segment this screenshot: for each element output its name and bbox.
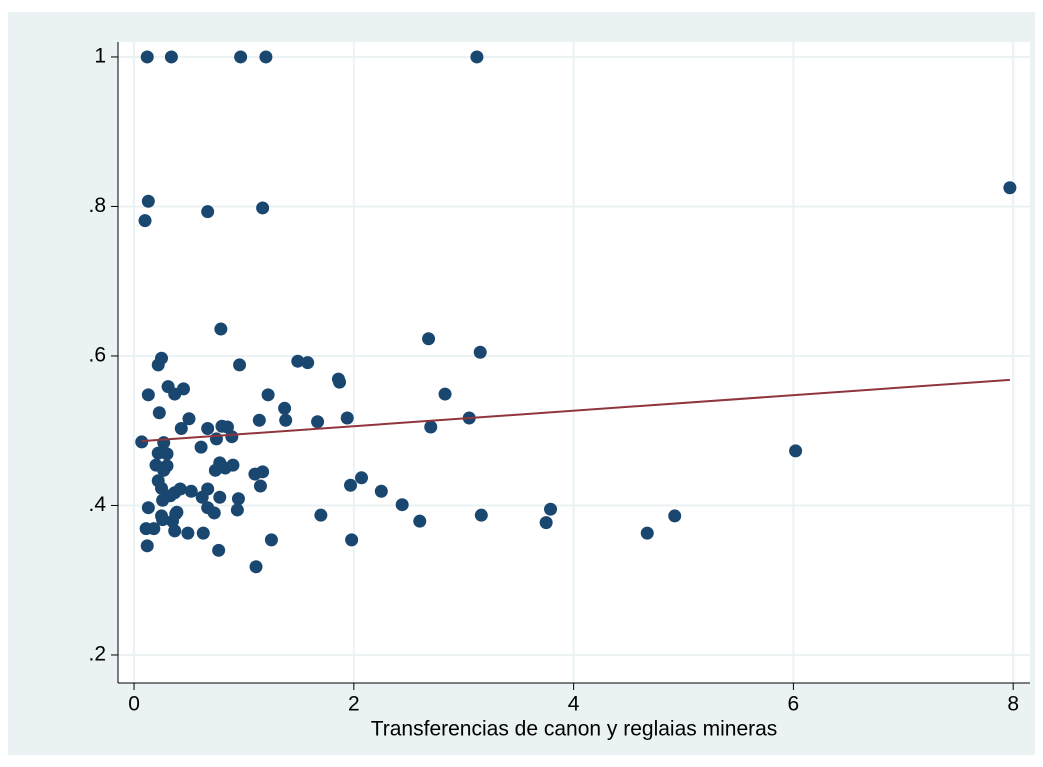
scatter-point <box>151 446 165 460</box>
scatter-point <box>264 533 278 547</box>
scatter-point <box>157 463 171 477</box>
scatter-point <box>207 506 221 520</box>
scatter-point <box>184 484 198 498</box>
scatter-point <box>201 421 215 435</box>
scatter-point <box>640 526 654 540</box>
x-tick-label: 4 <box>568 693 580 716</box>
scatter-point <box>141 388 155 402</box>
scatter-point <box>201 205 215 219</box>
scatter-point <box>195 490 209 504</box>
x-axis-title: Transferencias de canon y reglaias miner… <box>371 718 778 741</box>
scatter-point <box>155 481 169 495</box>
scatter-point <box>355 471 369 485</box>
y-tick-label: .6 <box>88 344 106 367</box>
scatter-point <box>196 526 210 540</box>
scatter-point <box>413 514 427 528</box>
scatter-point <box>249 560 263 574</box>
scatter-point <box>166 514 180 528</box>
scatter-point <box>259 50 273 64</box>
x-tick-label: 0 <box>128 693 140 716</box>
x-tick-label: 6 <box>788 693 800 716</box>
scatter-point <box>182 412 196 426</box>
scatter-point <box>141 501 155 515</box>
scatter-point <box>424 420 438 434</box>
scatter-point <box>168 387 182 401</box>
x-tick-label: 2 <box>348 693 360 716</box>
scatter-point <box>374 484 388 498</box>
scatter-point <box>311 415 325 429</box>
scatter-point <box>168 524 182 538</box>
y-tick-label: 1 <box>94 44 106 67</box>
scatter-point <box>140 50 154 64</box>
scatter-point <box>234 50 248 64</box>
x-tick-label: 8 <box>1007 693 1019 716</box>
scatter-point <box>253 479 267 493</box>
scatter-point <box>474 508 488 522</box>
scatter-point <box>212 543 226 557</box>
scatter-point <box>470 50 484 64</box>
scatter-point <box>209 432 223 446</box>
scatter-point <box>252 413 266 427</box>
scatter-point <box>422 332 436 346</box>
scatter-point <box>208 463 222 477</box>
scatter-point <box>345 533 359 547</box>
scatter-point <box>344 478 358 492</box>
scatter-point <box>473 345 487 359</box>
scatter-point <box>314 508 328 522</box>
scatter-point <box>152 406 166 420</box>
scatter-point <box>181 526 195 540</box>
scatter-point <box>340 411 354 425</box>
scatter-point <box>214 322 228 336</box>
scatter-point <box>174 421 188 435</box>
scatter-point <box>279 413 293 427</box>
scatter-point <box>194 440 208 454</box>
scatter-point <box>141 194 155 208</box>
scatter-point <box>233 358 247 372</box>
scatter-point <box>333 375 347 389</box>
y-tick-label: .8 <box>88 194 106 217</box>
scatter-point <box>138 214 152 228</box>
scatter-point <box>225 430 239 444</box>
scatter-point <box>789 444 803 458</box>
scatter-point <box>231 492 245 506</box>
scatter-point <box>230 503 244 517</box>
scatter-point <box>164 50 178 64</box>
scatter-point <box>218 461 232 475</box>
y-tick-label: .4 <box>88 493 106 516</box>
scatter-point <box>135 435 149 449</box>
scatter-point <box>256 201 270 215</box>
scatter-point <box>544 502 558 516</box>
scatter-point <box>220 420 234 434</box>
y-tick-label: .2 <box>88 643 106 666</box>
scatter-point <box>291 354 305 368</box>
scatter-point <box>668 509 682 523</box>
scatter-point <box>151 358 165 372</box>
scatter-point <box>261 388 275 402</box>
scatter-point <box>156 513 170 527</box>
scatter-point <box>278 401 292 415</box>
scatter-point <box>213 490 227 504</box>
scatter-point <box>1003 181 1017 195</box>
scatter-point <box>256 465 270 479</box>
scatter-point <box>156 493 170 507</box>
scatter-point <box>438 387 452 401</box>
scatter-point <box>147 522 161 536</box>
fit-line <box>141 378 1010 443</box>
scatter-point <box>395 498 409 512</box>
scatter-point <box>140 539 154 553</box>
scatter-point <box>539 516 553 530</box>
scatter-point <box>301 356 315 370</box>
